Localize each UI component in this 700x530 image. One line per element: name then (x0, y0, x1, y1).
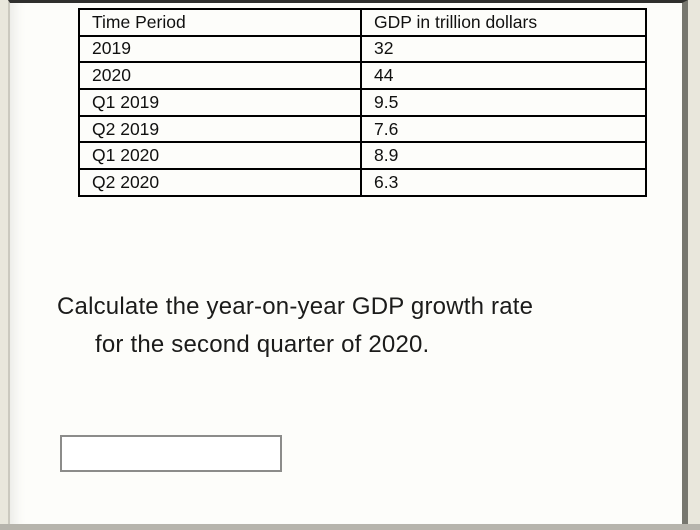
answer-input[interactable] (60, 435, 282, 472)
table-header-row: Time Period GDP in trillion dollars (78, 8, 647, 37)
table-header-time-period: Time Period (78, 8, 362, 37)
table-row: 2019 32 (78, 34, 647, 64)
table-row: Q1 2020 8.9 (78, 141, 647, 171)
table-row: Q2 2019 7.6 (78, 114, 647, 144)
question-text-line2: for the second quarter of 2020. (95, 331, 430, 358)
table-cell-period: Q2 2020 (78, 168, 362, 197)
table-cell-gdp: 32 (360, 34, 647, 64)
question-text-line1: Calculate the year-on-year GDP growth ra… (57, 293, 534, 320)
table-cell-gdp: 6.3 (360, 168, 647, 197)
table-cell-period: Q1 2020 (78, 141, 362, 171)
table-cell-gdp: 9.5 (360, 88, 647, 117)
page-bottom-edge (0, 524, 700, 530)
gdp-table: Time Period GDP in trillion dollars 2019… (78, 8, 647, 197)
table-cell-period: 2020 (78, 61, 362, 91)
table-cell-gdp: 44 (360, 61, 647, 91)
table-row: 2020 44 (78, 61, 647, 91)
question-text: Calculate the year-on-year GDP growth ra… (57, 288, 657, 364)
table-cell-period: 2019 (78, 34, 362, 64)
table-cell-gdp: 8.9 (360, 141, 647, 171)
table-row: Q2 2020 6.3 (78, 168, 647, 197)
table-header-gdp: GDP in trillion dollars (360, 8, 647, 37)
table-cell-period: Q2 2019 (78, 114, 362, 144)
table-cell-gdp: 7.6 (360, 114, 647, 144)
table-row: Q1 2019 9.5 (78, 88, 647, 117)
table-cell-period: Q1 2019 (78, 88, 362, 117)
worksheet-page: Time Period GDP in trillion dollars 2019… (8, 0, 688, 524)
